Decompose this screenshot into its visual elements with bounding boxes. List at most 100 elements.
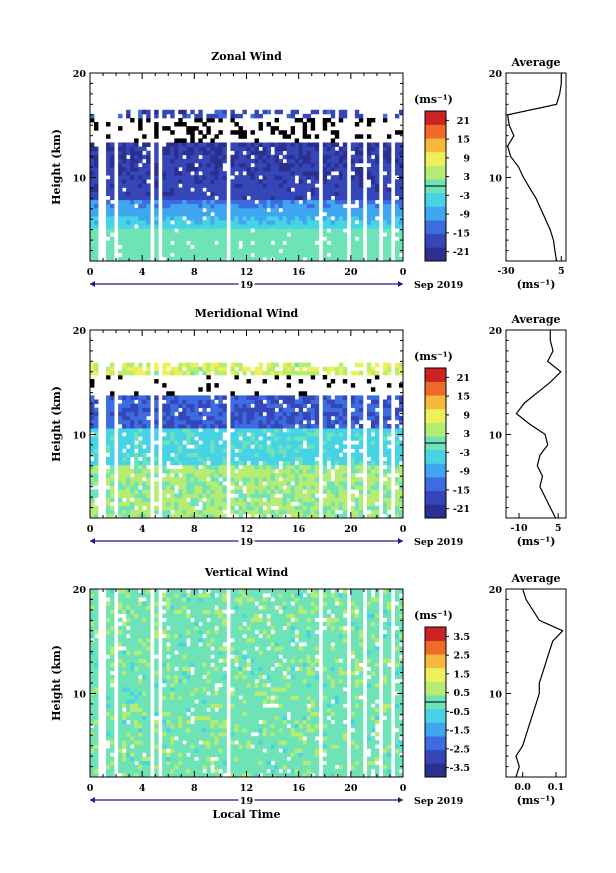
heatmap-cell <box>154 460 159 466</box>
heatmap-cell <box>278 220 284 225</box>
heatmap-cell <box>170 146 175 152</box>
heatmap-cell <box>298 436 304 441</box>
heatmap-cell <box>194 473 199 478</box>
heatmap-cell <box>190 138 195 143</box>
heatmap-cell <box>286 464 292 470</box>
heatmap-cell <box>130 366 135 372</box>
heatmap-cell <box>118 436 123 441</box>
heatmap-cell <box>214 220 219 225</box>
heatmap-cell <box>290 444 296 449</box>
heatmap-cell <box>206 452 211 458</box>
heatmap-cell <box>142 175 147 180</box>
heatmap-cell <box>142 756 147 762</box>
heatmap-cell <box>294 464 300 470</box>
heatmap-cell <box>210 509 215 515</box>
heatmap-cell <box>398 211 404 217</box>
heatmap-cell <box>274 362 279 368</box>
heatmap-cell <box>394 477 400 482</box>
heatmap-cell <box>382 256 388 262</box>
heatmap-cell <box>254 424 259 429</box>
colorbar-segment <box>425 151 446 166</box>
heatmap-cell <box>186 415 191 421</box>
heatmap-cell <box>218 220 223 225</box>
heatmap-cell <box>242 477 247 482</box>
heatmap-cell <box>94 452 99 458</box>
heatmap-cell <box>302 191 308 197</box>
heatmap-cell <box>366 403 372 409</box>
heatmap-cell <box>358 117 364 123</box>
heatmap-cell <box>210 497 215 503</box>
heatmap-cell <box>374 477 380 482</box>
heatmap-cell <box>162 187 167 192</box>
heatmap-cell <box>214 248 219 254</box>
heatmap-cell <box>190 130 195 135</box>
heatmap-cell <box>354 216 360 221</box>
heatmap-cell <box>210 505 215 511</box>
heatmap-cell <box>258 452 263 458</box>
heatmap-cell <box>306 146 312 152</box>
heatmap-cell <box>190 203 195 209</box>
heatmap-cell <box>134 654 139 659</box>
heatmap-cell <box>106 370 111 376</box>
heatmap-cell <box>162 415 167 421</box>
heatmap-cell <box>186 236 191 241</box>
heatmap-cell <box>342 183 348 188</box>
heatmap-cell <box>106 436 111 441</box>
heatmap-cell <box>194 175 199 180</box>
heatmap-cell <box>138 232 143 237</box>
heatmap-cell <box>218 154 223 160</box>
heatmap-cell <box>254 150 259 156</box>
heatmap-cell <box>290 191 296 197</box>
heatmap-cell <box>186 440 191 445</box>
heatmap-cell <box>118 220 123 225</box>
heatmap-cell <box>342 195 348 201</box>
heatmap-cell <box>210 195 215 201</box>
heatmap-cell <box>138 370 143 376</box>
heatmap-cell <box>154 473 159 478</box>
heatmap-cell <box>146 597 151 602</box>
heatmap-cell <box>206 167 211 172</box>
heatmap-cell <box>338 419 344 425</box>
heatmap-cell <box>270 493 275 498</box>
heatmap-cell <box>190 464 195 470</box>
heatmap-cell <box>190 432 195 437</box>
heatmap-cell <box>242 497 247 503</box>
heatmap-cell <box>170 256 175 262</box>
heatmap-cell <box>298 477 304 482</box>
heatmap-cell <box>310 424 316 429</box>
heatmap-cell <box>194 126 199 131</box>
heatmap-cell <box>118 748 123 753</box>
heatmap-cell <box>298 142 304 147</box>
heatmap-cell <box>254 411 259 417</box>
heatmap-cell <box>326 244 332 250</box>
heatmap-cell <box>126 362 131 368</box>
heatmap-cell <box>190 252 195 258</box>
heatmap-cell <box>210 399 215 404</box>
heatmap-cell <box>246 407 251 413</box>
heatmap-cell <box>358 456 364 462</box>
heatmap-cell <box>282 501 288 507</box>
heatmap-cell <box>90 179 95 184</box>
heatmap-cell <box>326 444 332 449</box>
heatmap-cell <box>146 220 151 225</box>
heatmap-cell <box>238 228 243 233</box>
heatmap-cell <box>130 719 135 725</box>
heatmap-cell <box>190 183 195 188</box>
heatmap-cell <box>110 485 115 490</box>
heatmap-cell <box>342 468 348 474</box>
heatmap-cell <box>182 448 187 454</box>
heatmap-cell <box>134 633 139 639</box>
heatmap-cell <box>230 142 235 147</box>
heatmap-cell <box>306 481 312 486</box>
heatmap-cell <box>162 248 167 254</box>
heatmap-cell <box>142 707 147 713</box>
heatmap-cell <box>374 415 380 421</box>
heatmap-cell <box>138 203 143 209</box>
heatmap-cell <box>174 436 179 441</box>
heatmap-cell <box>94 448 99 454</box>
heatmap-cell <box>246 199 251 205</box>
heatmap-cell <box>90 481 95 486</box>
heatmap-cell <box>210 460 215 466</box>
heatmap-cell <box>246 419 251 425</box>
heatmap-cell <box>94 687 99 692</box>
